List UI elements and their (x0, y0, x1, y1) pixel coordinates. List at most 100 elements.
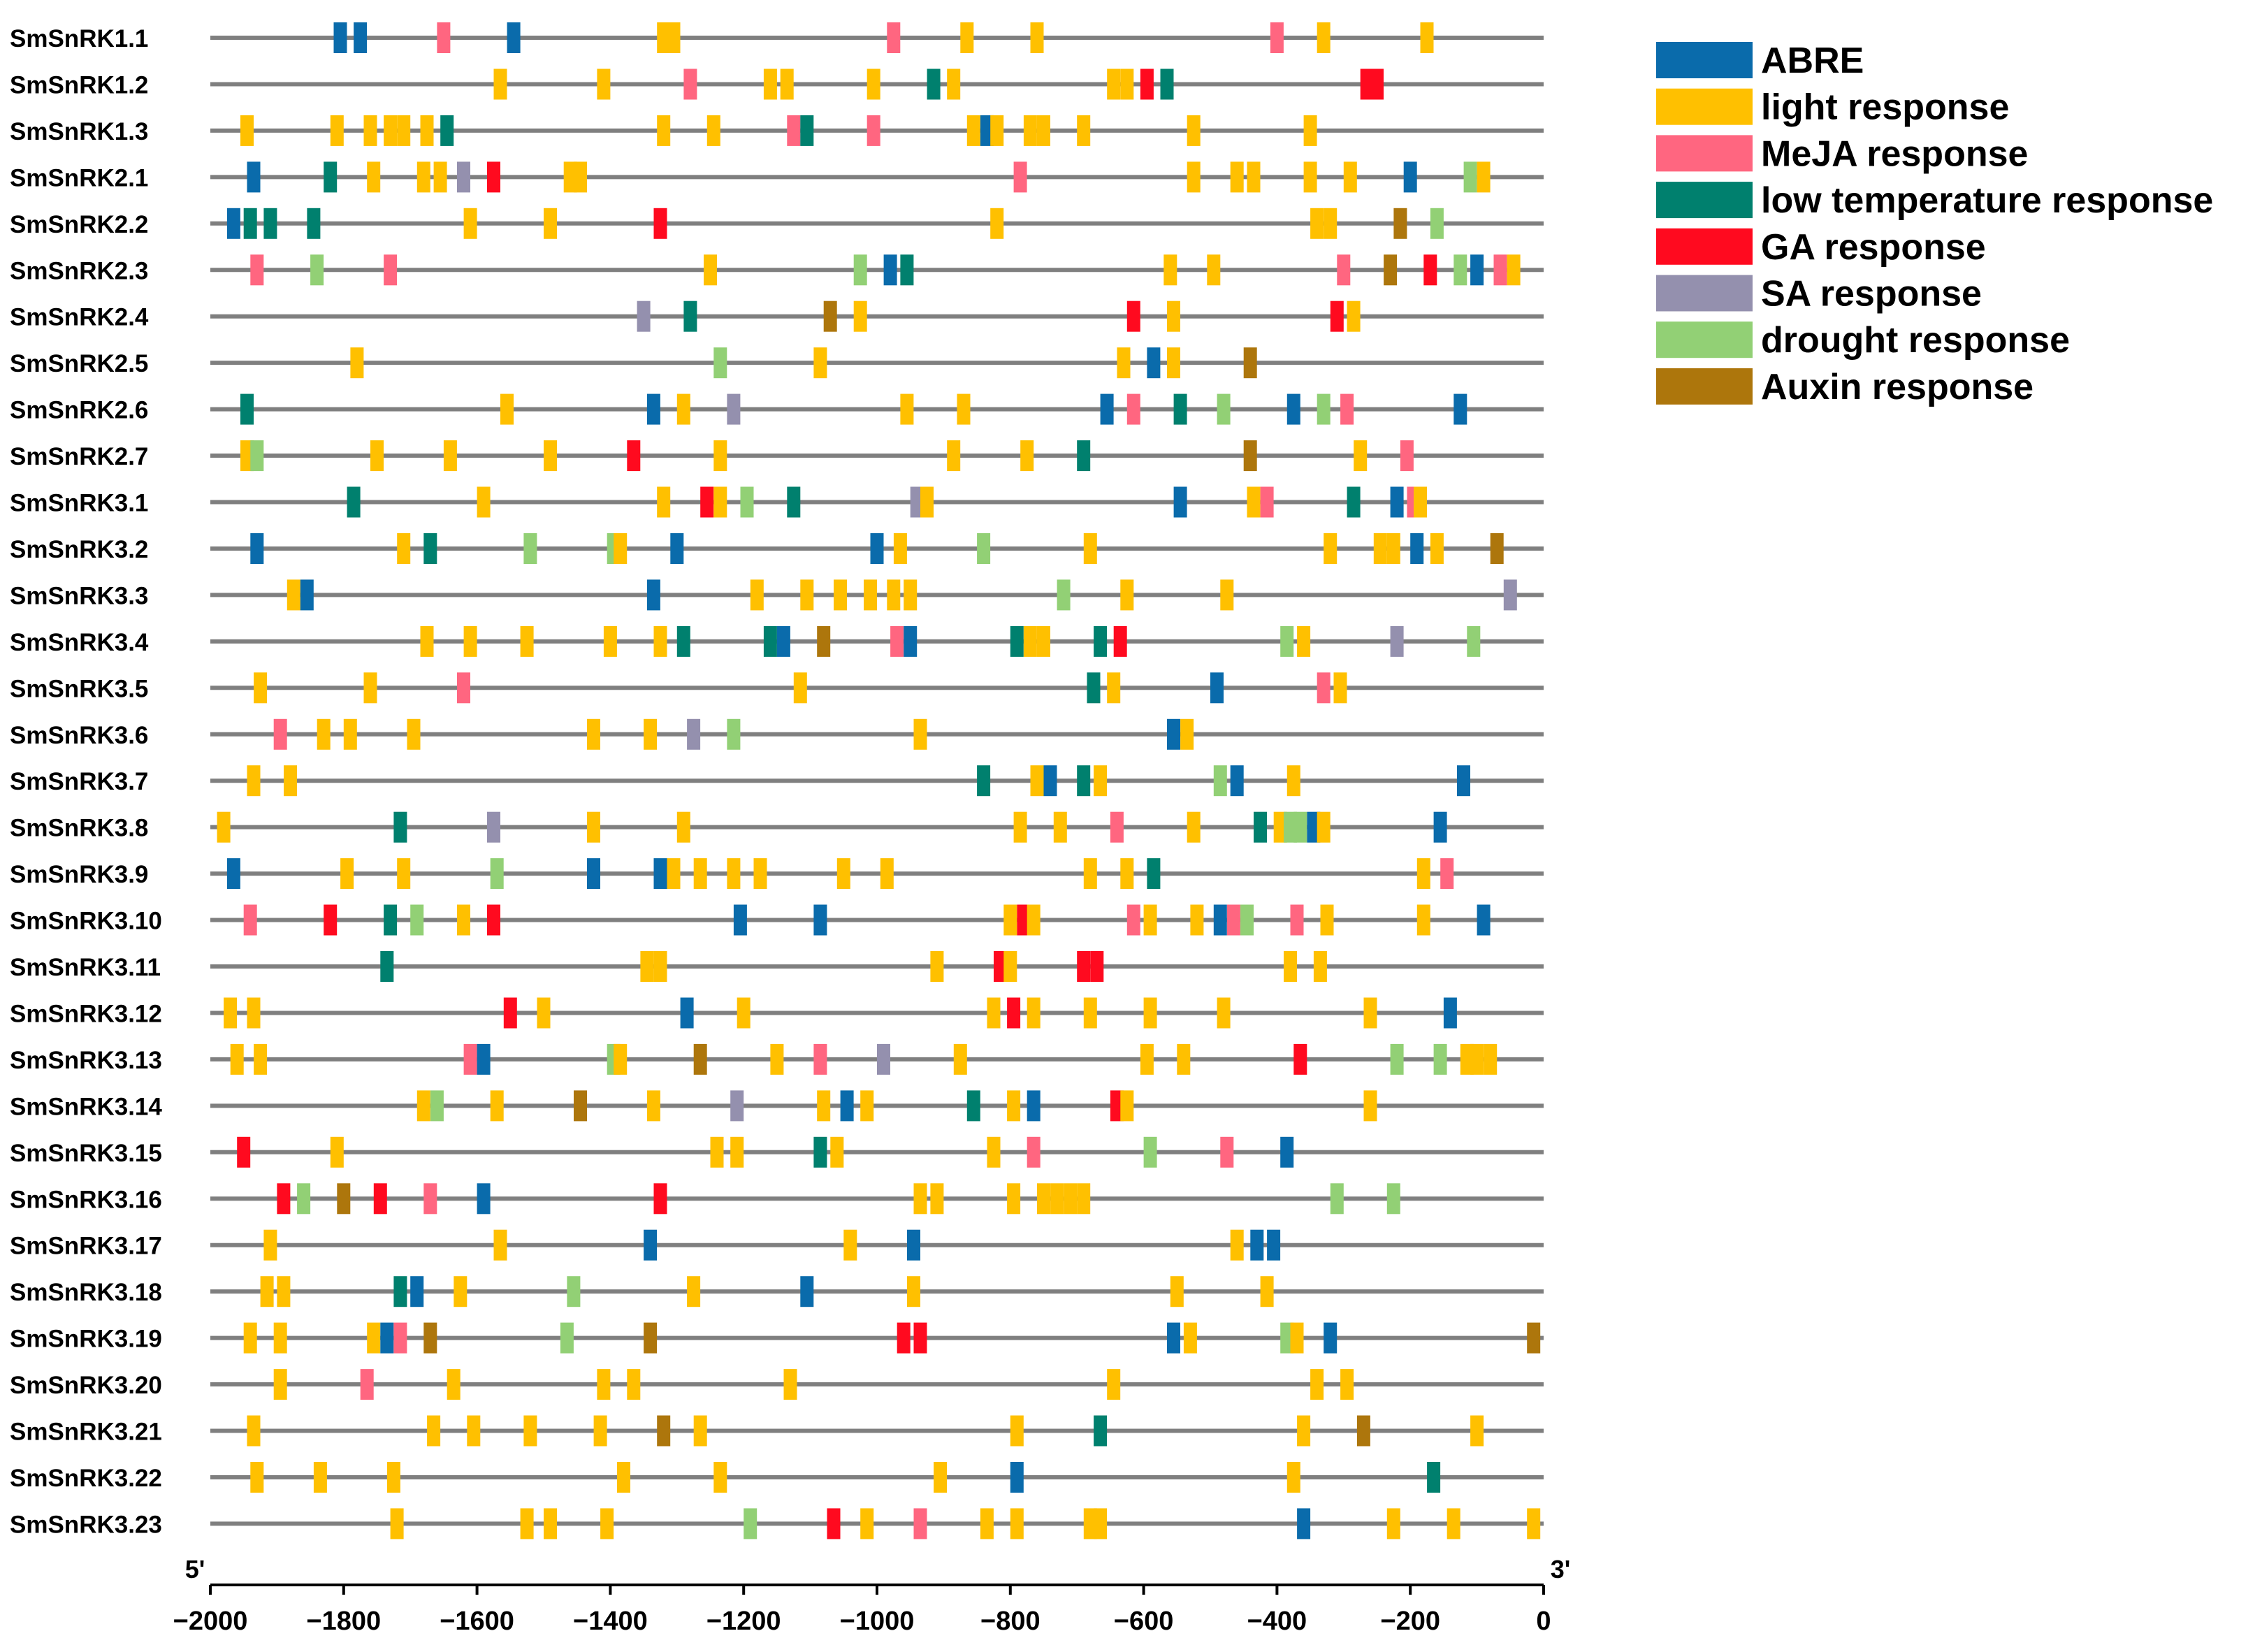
element-box (834, 579, 847, 611)
element-box (1183, 1322, 1197, 1354)
element-box (273, 718, 287, 750)
element-box (1126, 904, 1140, 936)
element-box (324, 904, 338, 936)
element-box (990, 115, 1004, 146)
element-box (1490, 533, 1504, 564)
element-box (813, 1136, 827, 1168)
element-box (384, 254, 398, 286)
element-box (1187, 161, 1201, 193)
element-box (420, 115, 434, 146)
element-box (676, 625, 690, 657)
element-box (800, 115, 814, 146)
element-box (430, 1090, 444, 1122)
element-box (397, 533, 411, 564)
x-tick-label: −600 (1114, 1607, 1174, 1636)
element-box (960, 22, 974, 53)
element-box (1083, 858, 1097, 890)
element-box (477, 1043, 491, 1075)
element-box (1010, 625, 1024, 657)
gene-row: SmSnRK3.16 (10, 1183, 1544, 1215)
gene-row: SmSnRK1.3 (10, 115, 1544, 146)
legend-swatch (1656, 182, 1753, 219)
element-box (1087, 672, 1101, 704)
gene-label: SmSnRK3.23 (10, 1511, 162, 1538)
element-box (1210, 672, 1224, 704)
element-box (1453, 254, 1467, 286)
element-box (260, 1276, 274, 1307)
element-box (277, 1276, 291, 1307)
element-box (1117, 347, 1131, 379)
element-box (730, 1090, 744, 1122)
element-box (370, 440, 384, 472)
element-box (800, 1276, 814, 1307)
element-box (1390, 625, 1404, 657)
element-box (287, 579, 300, 611)
element-box (947, 440, 961, 472)
element-box (1324, 1322, 1337, 1354)
element-box (226, 208, 240, 239)
element-box (877, 1043, 890, 1075)
gene-label: SmSnRK2.6 (10, 397, 148, 424)
gene-label: SmSnRK3.1 (10, 490, 148, 517)
element-box (1037, 115, 1050, 146)
element-box (1284, 951, 1297, 982)
gene-label: SmSnRK2.4 (10, 304, 149, 331)
element-box (520, 1508, 534, 1539)
element-box (587, 858, 600, 890)
element-box (457, 672, 470, 704)
element-box (927, 68, 941, 100)
element-box (443, 440, 457, 472)
element-box (667, 22, 681, 53)
element-box (1023, 115, 1037, 146)
gene-label: SmSnRK2.2 (10, 211, 148, 238)
element-box (890, 625, 904, 657)
element-box (780, 68, 794, 100)
legend-label: GA response (1761, 227, 1986, 268)
element-box (1463, 161, 1477, 193)
element-box (1010, 1508, 1024, 1539)
element-box (1354, 440, 1368, 472)
gene-label: SmSnRK3.20 (10, 1372, 162, 1399)
x-axis: 5' 3' −2000 −1800 −1600 −1400 −1200 −1000 −800… (173, 1555, 1571, 1636)
element-box (1420, 22, 1434, 53)
legend-swatch (1656, 42, 1753, 78)
element-box (1170, 1276, 1184, 1307)
element-box (230, 1043, 244, 1075)
element-box (910, 486, 924, 518)
element-box (463, 625, 477, 657)
element-box (1163, 254, 1177, 286)
element-box (317, 718, 331, 750)
element-box (907, 1229, 920, 1261)
legend-item: light response (1656, 87, 2009, 128)
gene-label: SmSnRK1.2 (10, 71, 148, 99)
element-box (1110, 811, 1124, 843)
element-box (1363, 1090, 1377, 1122)
gene-label: SmSnRK3.7 (10, 768, 148, 795)
element-box (750, 579, 764, 611)
element-box (1400, 440, 1414, 472)
gene-row: SmSnRK3.17 (10, 1229, 1544, 1261)
element-box (250, 533, 264, 564)
legend-item: drought response (1656, 320, 2070, 361)
element-box (646, 1090, 660, 1122)
element-box (574, 161, 587, 193)
element-box (386, 1462, 400, 1493)
element-box (373, 1183, 387, 1215)
element-box (243, 1322, 257, 1354)
element-box (587, 718, 600, 750)
element-box (1470, 254, 1484, 286)
element-box (1343, 161, 1357, 193)
element-box (247, 997, 261, 1029)
element-box (397, 858, 411, 890)
element-box (687, 1276, 701, 1307)
gene-row: SmSnRK3.6 (10, 718, 1544, 750)
element-box (614, 533, 628, 564)
element-box (1013, 161, 1027, 193)
element-box (1280, 1136, 1294, 1168)
element-box (900, 254, 914, 286)
legend-swatch (1656, 88, 1753, 125)
element-box (770, 1043, 784, 1075)
element-box (913, 1322, 927, 1354)
element-box (1050, 1183, 1064, 1215)
gene-label: SmSnRK3.9 (10, 861, 148, 888)
